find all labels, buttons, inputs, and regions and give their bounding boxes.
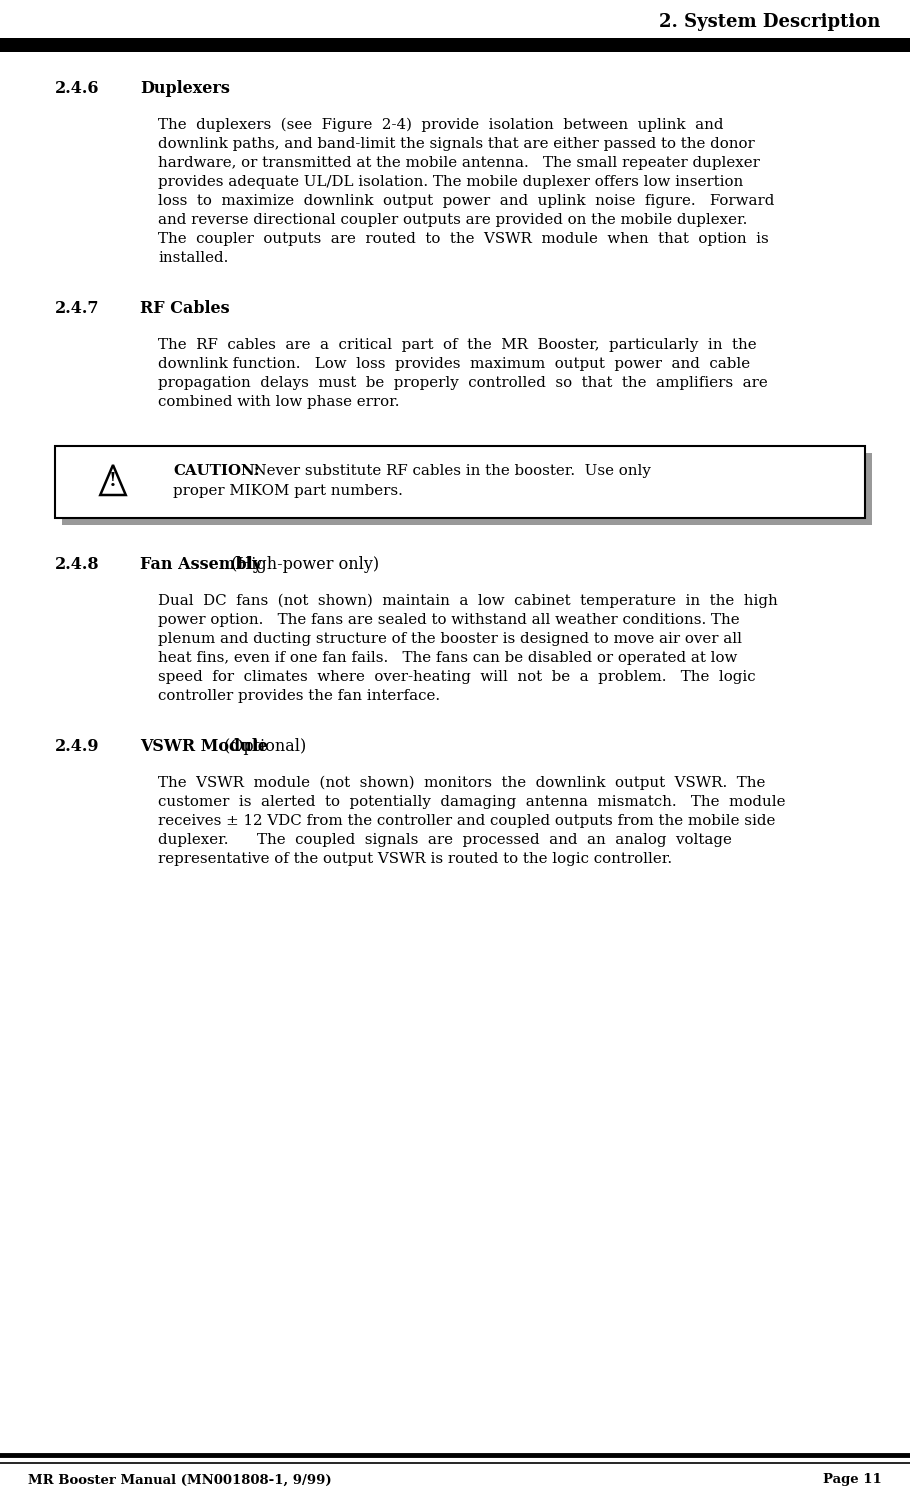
Text: combined with low phase error.: combined with low phase error.: [158, 395, 399, 410]
Text: (Optional): (Optional): [219, 739, 307, 755]
Text: MR Booster Manual (MN001808-1, 9/99): MR Booster Manual (MN001808-1, 9/99): [28, 1474, 331, 1486]
Text: Fan Assembly: Fan Assembly: [140, 556, 262, 573]
Text: installed.: installed.: [158, 251, 228, 265]
Text: representative of the output VSWR is routed to the logic controller.: representative of the output VSWR is rou…: [158, 852, 672, 866]
Text: controller provides the fan interface.: controller provides the fan interface.: [158, 689, 440, 703]
Text: receives ± 12 VDC from the controller and coupled outputs from the mobile side: receives ± 12 VDC from the controller an…: [158, 813, 775, 828]
Text: power option.   The fans are sealed to withstand all weather conditions. The: power option. The fans are sealed to wit…: [158, 613, 740, 626]
Text: plenum and ducting structure of the booster is designed to move air over all: plenum and ducting structure of the boos…: [158, 632, 742, 646]
Text: downlink function.   Low  loss  provides  maximum  output  power  and  cable: downlink function. Low loss provides max…: [158, 357, 750, 371]
Text: downlink paths, and band-limit the signals that are either passed to the donor: downlink paths, and band-limit the signa…: [158, 138, 754, 151]
Text: CAUTION:: CAUTION:: [173, 463, 259, 478]
Text: 2.4.7: 2.4.7: [55, 300, 99, 317]
Text: 2.4.6: 2.4.6: [55, 81, 99, 97]
Text: Never substitute RF cables in the booster.  Use only: Never substitute RF cables in the booste…: [244, 463, 651, 478]
Text: heat fins, even if one fan fails.   The fans can be disabled or operated at low: heat fins, even if one fan fails. The fa…: [158, 650, 737, 665]
Text: 2. System Description: 2. System Description: [659, 13, 880, 31]
Text: hardware, or transmitted at the mobile antenna.   The small repeater duplexer: hardware, or transmitted at the mobile a…: [158, 155, 760, 170]
Text: The  duplexers  (see  Figure  2-4)  provide  isolation  between  uplink  and: The duplexers (see Figure 2-4) provide i…: [158, 118, 723, 133]
Text: proper MIKOM part numbers.: proper MIKOM part numbers.: [173, 484, 403, 498]
Text: 2.4.8: 2.4.8: [55, 556, 99, 573]
Bar: [0, 37, 910, 52]
Bar: [55, 446, 865, 517]
Text: duplexer.      The  coupled  signals  are  processed  and  an  analog  voltage: duplexer. The coupled signals are proces…: [158, 833, 732, 848]
Text: RF Cables: RF Cables: [140, 300, 229, 317]
Text: speed  for  climates  where  over-heating  will  not  be  a  problem.   The  log: speed for climates where over-heating wi…: [158, 670, 755, 685]
Text: propagation  delays  must  be  properly  controlled  so  that  the  amplifiers  : propagation delays must be properly cont…: [158, 377, 768, 390]
Text: provides adequate UL/DL isolation. The mobile duplexer offers low insertion: provides adequate UL/DL isolation. The m…: [158, 175, 743, 188]
Bar: [62, 453, 872, 525]
Text: Dual  DC  fans  (not  shown)  maintain  a  low  cabinet  temperature  in  the  h: Dual DC fans (not shown) maintain a low …: [158, 594, 778, 608]
Text: VSWR Module: VSWR Module: [140, 739, 268, 755]
Text: The  VSWR  module  (not  shown)  monitors  the  downlink  output  VSWR.  The: The VSWR module (not shown) monitors the…: [158, 776, 765, 791]
Polygon shape: [100, 465, 126, 495]
Text: customer  is  alerted  to  potentially  damaging  antenna  mismatch.   The  modu: customer is alerted to potentially damag…: [158, 795, 785, 809]
Text: The  RF  cables  are  a  critical  part  of  the  MR  Booster,  particularly  in: The RF cables are a critical part of the…: [158, 338, 756, 351]
Text: !: !: [109, 472, 117, 490]
Text: (High-power only): (High-power only): [227, 556, 379, 573]
Text: loss  to  maximize  downlink  output  power  and  uplink  noise  figure.   Forwa: loss to maximize downlink output power a…: [158, 194, 774, 208]
Text: Page 11: Page 11: [824, 1474, 882, 1486]
Text: and reverse directional coupler outputs are provided on the mobile duplexer.: and reverse directional coupler outputs …: [158, 212, 747, 227]
Text: Duplexers: Duplexers: [140, 81, 230, 97]
Text: The  coupler  outputs  are  routed  to  the  VSWR  module  when  that  option  i: The coupler outputs are routed to the VS…: [158, 232, 769, 247]
Text: 2.4.9: 2.4.9: [55, 739, 99, 755]
